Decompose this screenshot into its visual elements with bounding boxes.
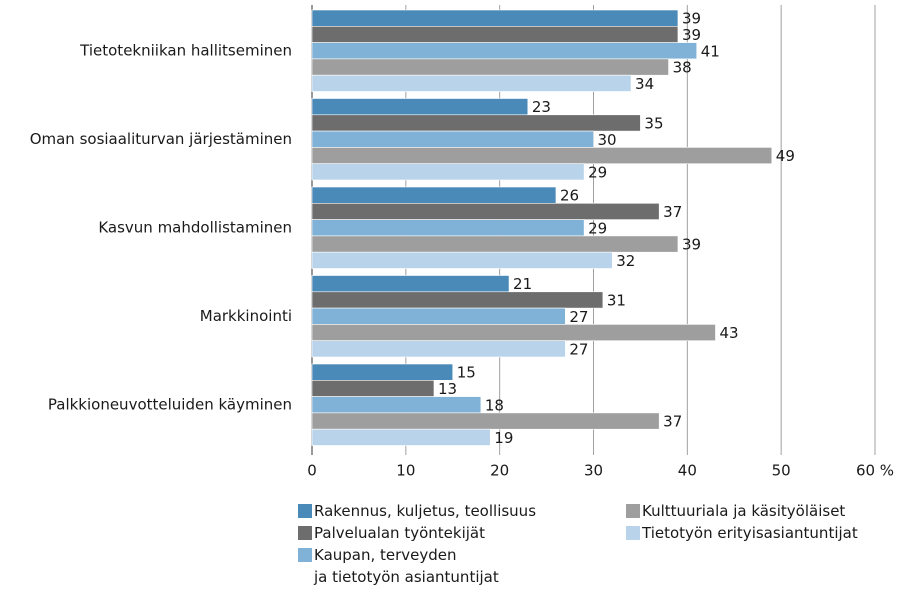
value-label: 39 [682, 236, 701, 254]
bar [311, 219, 585, 237]
bar [311, 340, 566, 358]
bar [311, 114, 641, 132]
x-tick-label: 10 [396, 462, 415, 480]
value-label: 29 [588, 163, 607, 181]
bar [311, 291, 604, 309]
bar [311, 251, 613, 269]
value-label: 30 [598, 131, 617, 149]
x-tick-label: 50 [772, 462, 791, 480]
value-label: 27 [569, 308, 588, 326]
value-label: 29 [588, 219, 607, 237]
value-label: 41 [701, 42, 720, 60]
x-tick-label: 40 [678, 462, 697, 480]
legend-label: Kaupan, terveyden ja tietotyön asiantunt… [314, 546, 499, 586]
bar [311, 412, 660, 430]
value-label: 27 [569, 340, 588, 358]
bar [311, 363, 454, 381]
bar [311, 428, 491, 446]
value-label: 49 [776, 147, 795, 165]
value-label: 13 [438, 380, 457, 398]
bar [311, 147, 773, 164]
legend-swatch [298, 526, 312, 540]
value-label: 38 [673, 59, 692, 77]
x-tick-label: 30 [584, 462, 603, 480]
legend-swatch [626, 504, 640, 518]
bar [311, 163, 585, 181]
value-label: 26 [560, 187, 579, 205]
x-tick-label: 20 [490, 462, 509, 480]
value-label: 37 [663, 203, 682, 221]
legend-label: Palvelualan työntekijät [314, 524, 485, 542]
bar [311, 58, 669, 76]
legend-label: Kulttuuriala ja käsityöläiset [642, 502, 846, 520]
category-label: Palkkioneuvotteluiden käyminen [48, 395, 292, 413]
bar [311, 25, 679, 43]
value-label: 39 [682, 10, 701, 28]
bar [311, 275, 510, 293]
value-label: 19 [494, 429, 513, 447]
value-label: 39 [682, 26, 701, 44]
bar [311, 379, 435, 397]
legend-swatch [626, 526, 640, 540]
bar [311, 396, 482, 414]
value-label: 18 [485, 396, 504, 414]
value-label: 37 [663, 413, 682, 431]
value-label: 32 [616, 252, 635, 270]
value-label: 43 [719, 324, 738, 342]
category-label: Kasvun mahdollistaminen [98, 218, 292, 236]
legend-swatch [298, 504, 312, 518]
value-label: 23 [532, 98, 551, 116]
bar [311, 235, 679, 253]
value-label: 34 [635, 75, 654, 93]
value-label: 21 [513, 275, 532, 293]
bar [311, 74, 632, 92]
bar [311, 130, 594, 148]
category-label: Oman sosiaaliturvan järjestäminen [30, 130, 292, 148]
legend-swatch [298, 548, 312, 562]
bar [311, 324, 716, 341]
bar [311, 186, 557, 204]
category-label: Markkinointi [200, 307, 292, 325]
bar [311, 98, 529, 116]
value-label: 35 [644, 114, 663, 132]
bar [311, 42, 698, 60]
category-label: Tietotekniikan hallitseminen [79, 41, 292, 59]
value-label: 31 [607, 291, 626, 309]
legend-label: Rakennus, kuljetus, teollisuus [314, 502, 537, 520]
chart: 0 10 20 30 40 50 60 % Tietotekniikan hallitsemi… [30, 5, 894, 480]
x-tick-label: 60 % [856, 462, 894, 480]
x-tick-label: 0 [307, 462, 317, 480]
bar [311, 203, 660, 220]
legend-label: Tietotyön erityisasiantuntijat [642, 524, 858, 542]
bar [311, 307, 566, 325]
bar [311, 9, 679, 27]
value-label: 15 [457, 364, 476, 382]
